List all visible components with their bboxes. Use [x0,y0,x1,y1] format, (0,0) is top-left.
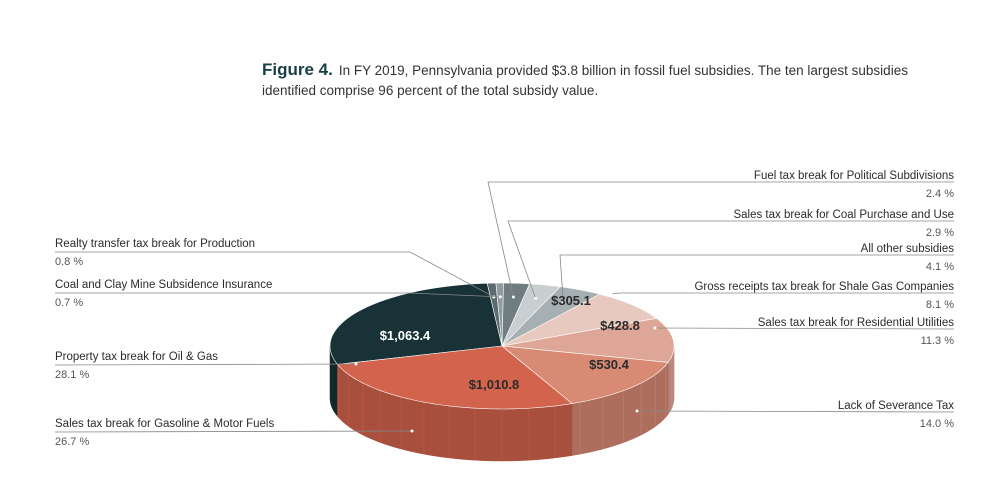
label-name-coal-and-clay-mine-subsidence-insurance: Coal and Clay Mine Subsidence Insurance [55,279,272,291]
label-name-all-other-subsidies: All other subsidies [861,243,955,255]
label-percent-sales-tax-break-for-residential-utilities: 11.3 % [921,335,955,347]
slice-sales-tax-break-for-coal-purchase-and-use [501,283,561,347]
leader-sales-tax-break-for-gasoline-motor-fuels [54,430,413,433]
label-name-sales-tax-break-for-coal-purchase-and-use: Sales tax break for Coal Purchase and Us… [733,209,954,221]
leader-dot-coal-and-clay-mine-subsidence-insurance [498,295,502,299]
leader-lines [54,181,955,433]
slice-sales-tax-break-for-residential-utilities [501,317,675,363]
label-percent-all-other-subsidies: 4.1 % [926,261,954,273]
leader-property-tax-break-for-oil-gas [54,363,357,366]
leader-fuel-tax-break-for-political-subdivisions [487,181,954,298]
leader-gross-receipts-tax-break-for-shale-gas-companies [610,292,954,295]
value-label-sales-tax-break-for-gasoline-motor-fuels: $1,010.8 [469,377,520,392]
slice-lack-of-severance-tax [501,345,669,404]
label-name-sales-tax-break-for-gasoline-motor-fuels: Sales tax break for Gasoline & Motor Fue… [55,418,274,430]
leader-dot-sales-tax-break-for-coal-purchase-and-use [534,296,538,300]
leader-dot-all-other-subsidies [561,300,565,304]
slice-gross-receipts-tax-break-for-shale-gas-companies [501,293,658,347]
label-name-gross-receipts-tax-break-for-shale-gas-companies: Gross receipts tax break for Shale Gas C… [694,281,954,293]
figure-label: Figure 4. [262,60,333,79]
leader-sales-tax-break-for-coal-purchase-and-use [507,220,954,299]
label-percent-lack-of-severance-tax: 14.0 % [920,418,954,430]
pie-slices [329,282,675,410]
label-percent-gross-receipts-tax-break-for-shale-gas-companies: 8.1 % [926,299,954,311]
value-label-gross-receipts-tax-break-for-shale-gas-companies: $305.1 [551,293,591,308]
leader-dot-lack-of-severance-tax [635,409,639,413]
value-label-property-tax-break-for-oil-gas: $1,063.4 [380,328,431,343]
label-name-property-tax-break-for-oil-gas: Property tax break for Oil & Gas [55,351,218,363]
label-name-fuel-tax-break-for-political-subdivisions: Fuel tax break for Political Subdivision… [754,170,954,182]
leader-lack-of-severance-tax [636,410,955,413]
leader-sales-tax-break-for-residential-utilities [654,327,955,330]
slice-labels: Property tax break for Oil & Gas 28.1 % Re… [55,170,954,448]
slice-property-tax-break-for-oil-gas [329,282,503,365]
value-labels: $1,063.4 $305.1 $428.8 $530.4 $1,010.8 [380,293,640,392]
label-percent-fuel-tax-break-for-political-subdivisions: 2.4 % [926,188,954,200]
slice-sales-tax-break-for-gasoline-motor-fuels [336,345,573,410]
value-label-sales-tax-break-for-residential-utilities: $428.8 [600,318,640,333]
label-percent-realty-transfer-tax-break-for-production: 0.8 % [55,256,83,268]
leader-dot-sales-tax-break-for-gasoline-motor-fuels [410,429,414,433]
leader-realty-transfer-tax-break-for-production [55,251,495,298]
leader-dot-property-tax-break-for-oil-gas [354,362,358,366]
figure-caption: Figure 4. In FY 2019, Pennsylvania provid… [262,60,962,101]
caption-text: In FY 2019, Pennsylvania provided $3.8 b… [262,63,908,98]
label-percent-sales-tax-break-for-gasoline-motor-fuels: 26.7 % [55,436,89,448]
value-label-lack-of-severance-tax: $530.4 [589,357,630,372]
leader-dot-sales-tax-break-for-residential-utilities [653,326,657,330]
slice-all-other-subsidies [501,286,601,347]
label-percent-property-tax-break-for-oil-gas: 28.1 % [55,369,89,381]
label-percent-coal-and-clay-mine-subsidence-insurance: 0.7 % [55,297,83,309]
label-name-sales-tax-break-for-residential-utilities: Sales tax break for Residential Utilitie… [758,317,954,329]
leader-dot-gross-receipts-tax-break-for-shale-gas-companies [609,292,613,296]
label-percent-sales-tax-break-for-coal-purchase-and-use: 2.9 % [926,227,954,239]
label-name-realty-transfer-tax-break-for-production: Realty transfer tax break for Production [55,238,255,250]
label-name-lack-of-severance-tax: Lack of Severance Tax [838,400,954,412]
leader-coal-and-clay-mine-subsidence-insurance [55,292,501,298]
leader-dot-fuel-tax-break-for-political-subdivisions [511,295,515,299]
leader-all-other-subsidies [559,254,954,303]
